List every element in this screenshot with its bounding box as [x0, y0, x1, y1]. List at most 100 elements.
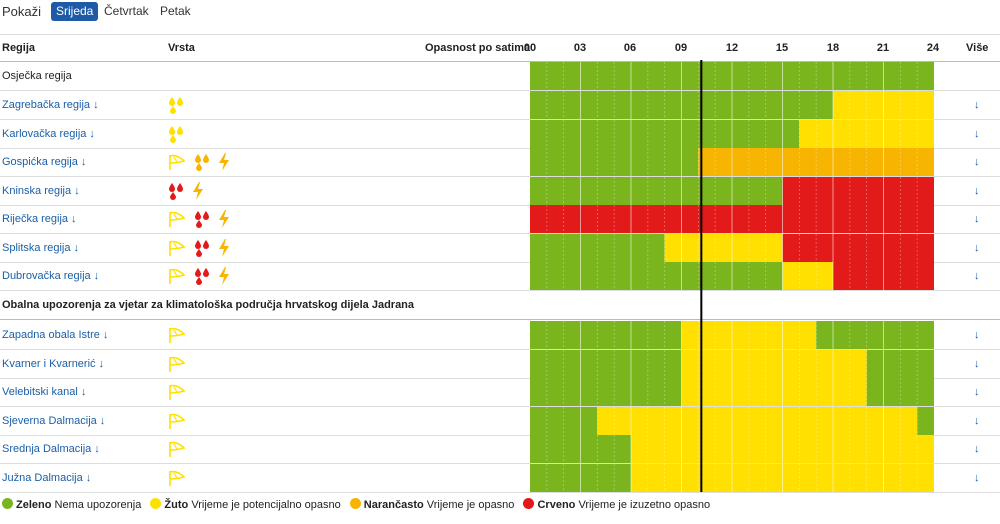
coastal-link[interactable]: Kvarner i Kvarnerić ↓	[2, 358, 104, 370]
hazard-segment	[917, 407, 934, 435]
lightning-icon	[219, 239, 229, 257]
hazard-segment	[530, 378, 682, 406]
arrow-down-icon: ↓	[93, 270, 100, 282]
coastal-link[interactable]: Južna Dalmacija ↓	[2, 472, 91, 484]
legend-label: Zeleno	[16, 499, 52, 511]
expand-arrow-icon[interactable]: ↓	[974, 213, 980, 225]
hazard-segment	[681, 350, 867, 378]
tab-wednesday[interactable]: Srijeda	[51, 2, 99, 21]
red-dot-icon	[523, 498, 535, 509]
region-row: Osječka regija	[0, 62, 1000, 91]
region-link[interactable]: Kninska regija ↓	[2, 185, 80, 197]
coastal-row: Kvarner i Kvarnerić ↓ ↓	[0, 350, 1000, 379]
wind-icon	[169, 413, 186, 429]
region-link[interactable]: Splitska regija ↓	[2, 242, 79, 254]
legend-item-red: Crveno Vrijeme je izuzetno opasno	[523, 498, 710, 511]
arrow-down-icon: ↓	[73, 242, 79, 254]
table-header: Regija Vrsta Opasnost po satima 00 03 06…	[0, 34, 1000, 62]
legend-label: Crveno	[537, 499, 576, 511]
arrow-down-icon: ↓	[71, 213, 77, 225]
hour-tick: 06	[623, 42, 637, 54]
legend-label: Narančasto	[363, 499, 424, 511]
region-link[interactable]: Gospićka regija ↓	[2, 156, 86, 168]
expand-arrow-icon[interactable]: ↓	[974, 443, 980, 455]
coastal-name: Sjeverna Dalmacija	[2, 415, 97, 427]
region-name: Gospićka regija	[2, 156, 78, 168]
coastal-link[interactable]: Velebitski kanal ↓	[2, 386, 86, 398]
orange-dot-icon	[349, 498, 361, 509]
region-name: Splitska regija	[2, 242, 71, 254]
arrow-down-icon: ↓	[102, 329, 109, 341]
hour-tick: 00	[523, 42, 537, 54]
hazard-segment	[782, 262, 833, 290]
wind-icon	[169, 327, 186, 343]
expand-arrow-icon[interactable]: ↓	[974, 270, 980, 282]
arrow-down-icon: ↓	[85, 472, 92, 484]
hazard-segment	[866, 378, 934, 406]
region-link[interactable]: Zagrebačka regija ↓	[2, 99, 99, 111]
expand-arrow-icon[interactable]: ↓	[974, 329, 980, 341]
region-name: Dubrovačka regija	[2, 270, 91, 282]
coastal-name: Velebitski kanal	[2, 386, 78, 398]
legend-text: Vrijeme je izuzetno opasno	[578, 499, 711, 511]
tab-thursday[interactable]: Četvrtak	[104, 4, 149, 18]
region-row: Splitska regija ↓ ↓	[0, 234, 1000, 263]
coastal-link[interactable]: Srednja Dalmacija ↓	[2, 443, 100, 455]
coastal-row: Srednja Dalmacija ↓ ↓	[0, 435, 1000, 464]
coastal-link[interactable]: Sjeverna Dalmacija ↓	[2, 415, 105, 427]
hazard-segment	[597, 407, 918, 435]
lightning-icon	[219, 153, 229, 171]
hour-tick: 09	[674, 42, 688, 54]
region-link[interactable]: Dubrovačka regija ↓	[2, 270, 99, 282]
coastal-name: Zapadna obala Istre	[2, 329, 100, 341]
hazard-segment	[681, 321, 817, 349]
coastal-section-title: Obalna upozorenja za vjetar za klimatolo…	[2, 299, 415, 311]
hour-tick: 12	[725, 42, 739, 54]
arrow-down-icon: ↓	[98, 358, 105, 370]
expand-arrow-icon[interactable]: ↓	[974, 386, 980, 398]
hazard-segment	[530, 407, 598, 435]
legend-label: Žuto	[164, 499, 189, 511]
expand-arrow-icon[interactable]: ↓	[974, 156, 980, 168]
arrow-down-icon: ↓	[89, 128, 95, 140]
wind-icon	[169, 240, 186, 256]
region-row: Riječka regija ↓ ↓	[0, 205, 1000, 234]
wind-icon	[169, 154, 186, 170]
column-header-type: Vrsta	[168, 42, 195, 54]
region-link[interactable]: Karlovačka regija ↓	[2, 128, 95, 140]
region-name: Riječka regija	[2, 213, 69, 225]
expand-arrow-icon[interactable]: ↓	[974, 242, 980, 254]
rain-icon	[195, 240, 209, 257]
region-row: Dubrovačka regija ↓ ↓	[0, 262, 1000, 291]
hazard-segment	[782, 177, 934, 205]
lightning-icon	[193, 182, 203, 200]
expand-arrow-icon[interactable]: ↓	[974, 99, 980, 111]
arrow-down-icon: ↓	[80, 386, 87, 398]
coastal-row: Sjeverna Dalmacija ↓ ↓	[0, 407, 1000, 436]
wind-icon	[169, 470, 186, 486]
expand-arrow-icon[interactable]: ↓	[974, 185, 980, 197]
region-name: Karlovačka regija	[2, 128, 87, 140]
region-name: Osječka regija	[2, 70, 72, 82]
tab-friday[interactable]: Petak	[160, 4, 191, 18]
expand-arrow-icon[interactable]: ↓	[974, 415, 980, 427]
hazard-segment	[530, 120, 800, 148]
hazard-segment	[698, 148, 934, 176]
hazard-segment	[799, 120, 934, 148]
expand-arrow-icon[interactable]: ↓	[974, 472, 980, 484]
green-dot-icon	[2, 498, 13, 509]
region-row: Karlovačka regija ↓ ↓	[0, 120, 1000, 149]
region-name: Kninska regija	[2, 185, 72, 197]
legend-text: Vrijeme je opasno	[426, 499, 515, 511]
coastal-section-header: Obalna upozorenja za vjetar za klimatolo…	[0, 291, 1000, 320]
coastal-link[interactable]: Zapadna obala Istre ↓	[2, 329, 108, 341]
column-header-region: Regija	[2, 42, 36, 54]
hazard-segment	[664, 234, 783, 262]
region-link[interactable]: Riječka regija ↓	[2, 213, 77, 225]
region-name: Zagrebačka regija	[2, 99, 91, 111]
hazard-segment	[681, 378, 867, 406]
region-row: Kninska regija ↓ ↓	[0, 177, 1000, 206]
arrow-down-icon: ↓	[99, 415, 106, 427]
expand-arrow-icon[interactable]: ↓	[974, 128, 980, 140]
expand-arrow-icon[interactable]: ↓	[974, 358, 980, 370]
